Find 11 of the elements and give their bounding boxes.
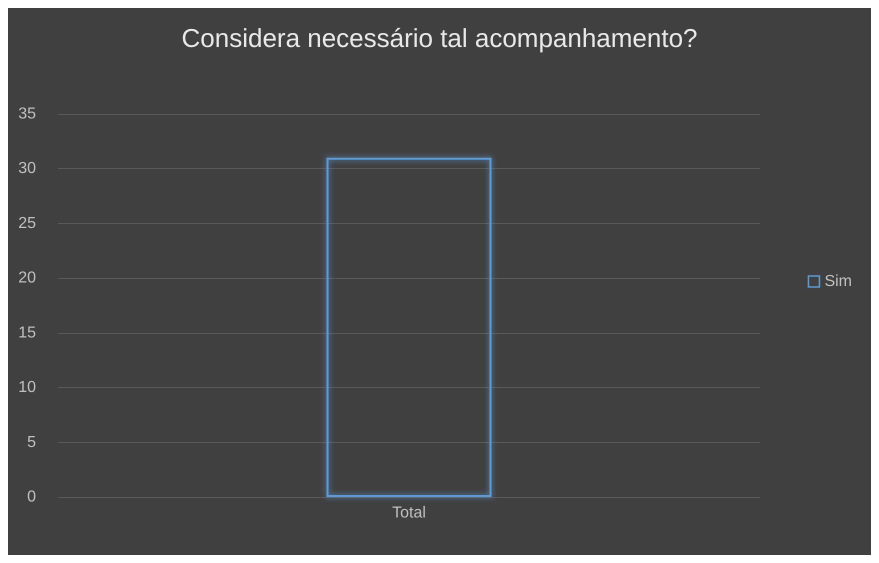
y-tick-label: 30 (18, 160, 36, 178)
chart-title: Considera necessário tal acompanhamento? (182, 23, 698, 53)
y-tick-label: 0 (27, 488, 36, 506)
y-tick-label: 25 (18, 214, 36, 232)
x-tick-label: Total (392, 504, 426, 522)
y-tick-label: 35 (18, 106, 36, 122)
y-tick-label: 5 (27, 434, 36, 451)
y-tick-label: 10 (18, 379, 36, 396)
y-tick-label: 15 (18, 324, 36, 342)
legend-label: Sim (824, 273, 852, 290)
y-tick-label: 20 (18, 270, 36, 287)
